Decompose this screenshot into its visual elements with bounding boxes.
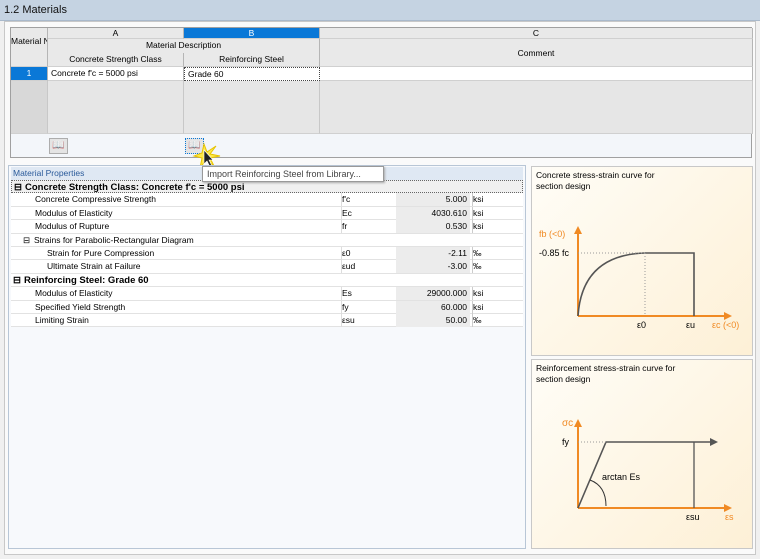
concrete-stress-strain-diagram xyxy=(574,226,732,320)
property-unit: ksi xyxy=(472,300,522,314)
property-value[interactable]: -2.11 xyxy=(396,247,470,260)
property-symbol: Es xyxy=(341,287,396,301)
tooltip: Import Reinforcing Steel from Library... xyxy=(202,166,384,182)
column-b-header[interactable]: B xyxy=(184,28,320,39)
window-title: 1.2 Materials xyxy=(0,0,760,21)
property-symbol: εud xyxy=(341,260,396,274)
property-name: Strain for Pure Compression xyxy=(47,248,155,258)
property-symbol: f'c xyxy=(341,193,396,207)
comment-cell[interactable] xyxy=(320,67,753,81)
property-symbol: Ec xyxy=(341,206,396,220)
y-axis-label: fb (<0) xyxy=(539,229,566,239)
epsu-label: εu xyxy=(686,320,696,330)
property-unit: ‰ xyxy=(472,260,522,274)
property-value[interactable]: 29000.000 xyxy=(396,287,470,301)
angle-arc xyxy=(589,479,607,507)
property-value[interactable]: 0.530 xyxy=(396,220,470,234)
property-value[interactable]: 5.000 xyxy=(396,193,470,207)
concrete-diagram-title: Concrete stress-strain curve for section… xyxy=(536,170,655,191)
column-a-header[interactable]: A xyxy=(48,28,184,39)
property-row[interactable]: Modulus of Rupture fr 0.530 ksi xyxy=(11,220,523,234)
level-label: -0.85 fc xyxy=(539,248,570,258)
property-symbol: εsu xyxy=(341,314,396,327)
property-row[interactable]: Ultimate Strain at Failure εud -3.00 ‰ xyxy=(11,260,523,274)
arrow-icon xyxy=(710,438,718,446)
collapse-icon[interactable]: ⊟ xyxy=(13,274,21,286)
property-name: Specified Yield Strength xyxy=(35,301,126,312)
property-unit: ‰ xyxy=(472,314,522,327)
property-unit: ksi xyxy=(472,220,522,234)
property-value[interactable]: -3.00 xyxy=(396,260,470,274)
material-properties-panel: Material Properties ⊟ Concrete Strength C… xyxy=(8,165,526,549)
angle-label: arctan Es xyxy=(602,472,641,482)
property-unit: ksi xyxy=(472,287,522,301)
property-symbol: ε0 xyxy=(341,247,396,260)
property-row[interactable]: Modulus of Elasticity Es 29000.000 ksi xyxy=(11,287,523,301)
header-reinforcing-steel: Reinforcing Steel xyxy=(184,53,320,67)
y-axis-arrow-icon xyxy=(574,419,582,427)
collapse-icon[interactable]: ⊟ xyxy=(14,182,22,193)
property-unit: ksi xyxy=(472,193,522,207)
concrete-class-cell[interactable]: Concrete f'c = 5000 psi xyxy=(48,67,184,81)
header-material-no: Material No. xyxy=(11,28,48,67)
concrete-group-row[interactable]: ⊟ Concrete Strength Class: Concrete f'c =… xyxy=(11,180,523,194)
group-row[interactable]: ⊟ Strains for Parabolic-Rectangular Diagr… xyxy=(11,233,523,247)
stress-curve xyxy=(577,441,710,509)
book-icon: 📖 xyxy=(188,140,201,151)
property-unit: ‰ xyxy=(472,247,522,260)
property-name: Concrete Compressive Strength xyxy=(35,194,156,205)
x-axis-label: εc (<0) xyxy=(712,320,740,330)
header-material-description: Material Description xyxy=(48,39,320,53)
property-symbol: fr xyxy=(341,220,396,234)
property-unit: ksi xyxy=(472,206,522,220)
x-axis-label: εs xyxy=(725,512,734,522)
reinforcing-steel-cell[interactable]: Grade 60 xyxy=(184,67,320,81)
property-row[interactable]: Modulus of Elasticity Ec 4030.610 ksi xyxy=(11,206,523,221)
group-row[interactable]: ⊟ Reinforcing Steel: Grade 60 xyxy=(11,273,523,288)
epssu-label: εsu xyxy=(686,512,700,522)
steel-diagram-panel: Reinforcement stress-strain curve for se… xyxy=(531,359,753,549)
x-axis-arrow-icon xyxy=(724,312,732,320)
group-label: Reinforcing Steel: Grade 60 xyxy=(24,274,149,286)
property-name: Limiting Strain xyxy=(35,315,89,325)
materials-table: Material No. A B C Material Description … xyxy=(10,27,753,158)
steel-stress-strain-diagram xyxy=(574,419,732,512)
property-row[interactable]: Limiting Strain εsu 50.00 ‰ xyxy=(11,314,523,328)
property-row[interactable]: Strain for Pure Compression ε0 -2.11 ‰ xyxy=(11,247,523,261)
empty-row-area xyxy=(184,81,320,134)
y-axis-arrow-icon xyxy=(574,226,582,234)
row-number[interactable]: 1 xyxy=(11,67,48,81)
steel-diagram-title: Reinforcement stress-strain curve for se… xyxy=(536,363,676,384)
column-c-header[interactable]: C xyxy=(320,28,753,39)
property-name: Ultimate Strain at Failure xyxy=(47,261,141,272)
property-name: Modulus of Elasticity xyxy=(35,207,113,218)
property-value[interactable]: 4030.610 xyxy=(396,206,470,220)
group-label: Strains for Parabolic-Rectangular Diagra… xyxy=(34,234,194,245)
header-comment: Comment xyxy=(320,39,753,67)
concrete-library-button[interactable]: 📖 xyxy=(49,138,68,154)
eps0-label: ε0 xyxy=(637,320,647,330)
group-label: Concrete Strength Class: Concrete f'c = … xyxy=(25,182,245,193)
property-name: Modulus of Elasticity xyxy=(35,288,113,299)
collapse-icon[interactable]: ⊟ xyxy=(23,234,31,245)
property-symbol: fy xyxy=(341,300,396,314)
property-value[interactable]: 60.000 xyxy=(396,300,470,314)
x-axis-arrow-icon xyxy=(724,504,732,512)
concrete-diagram-panel: Concrete stress-strain curve for section… xyxy=(531,166,753,356)
y-axis-label: σc xyxy=(562,418,574,429)
property-value[interactable]: 50.00 xyxy=(396,314,470,327)
empty-row-area xyxy=(11,81,48,134)
property-name: Modulus of Rupture xyxy=(35,221,110,232)
book-icon: 📖 xyxy=(52,140,65,151)
header-concrete-class: Concrete Strength Class xyxy=(48,53,184,67)
stress-curve xyxy=(577,252,695,317)
property-row[interactable]: Concrete Compressive Strength f'c 5.000 ksi xyxy=(11,193,523,207)
empty-row-area xyxy=(320,81,753,134)
level-label: fy xyxy=(562,437,570,447)
property-row[interactable]: Specified Yield Strength fy 60.000 ksi xyxy=(11,300,523,314)
empty-row-area xyxy=(48,81,184,134)
